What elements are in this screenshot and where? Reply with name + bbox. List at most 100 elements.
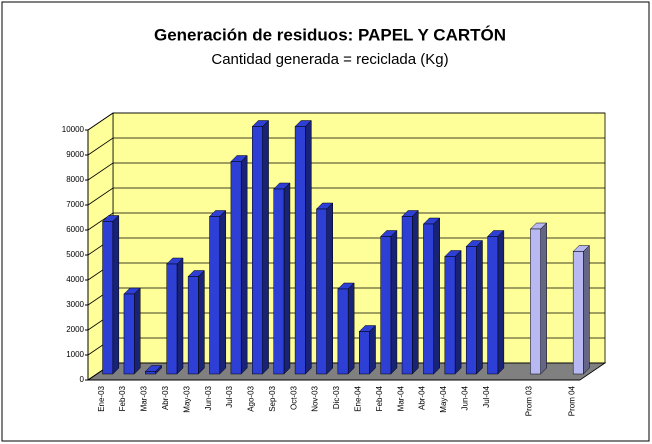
bar-front [123,293,135,375]
bar-side [476,239,483,375]
bar-side [240,154,248,375]
bar-front [401,216,413,375]
y-tick-label: 7000 [66,200,84,209]
x-tick-label: Nov-03 [311,385,320,411]
chart-subtitle: Cantidad generada = reciclada (Kg) [211,51,448,68]
bar [123,287,141,375]
bar [380,229,398,375]
x-tick-label: Feb-04 [375,385,384,411]
bar-front [273,188,285,375]
bar-side [433,217,440,375]
bar [166,257,184,375]
bar-side [390,229,398,375]
bar-front [145,371,156,375]
bar [401,209,419,375]
bar-front [230,161,242,375]
bar [444,249,462,375]
y-tick-label: 9000 [66,150,84,159]
bar [337,282,355,375]
bar [422,217,441,375]
bar-front [572,251,584,375]
bar-side [497,229,505,375]
bar-side [305,119,312,375]
bar-front [294,126,306,375]
x-tick-label: Ene-04 [354,385,363,411]
x-tick-label: Ene-03 [97,385,106,411]
x-tick-label: May-03 [182,385,191,412]
x-tick-label: Prom 04 [567,385,576,416]
grid-line [87,187,605,206]
y-tick-label: 8000 [66,175,84,184]
bar [529,222,548,375]
y-tick-label: 5000 [66,250,84,259]
bar [230,154,248,375]
bar [208,209,227,375]
y-tick-label: 4000 [66,275,84,284]
x-tick-label: Abr-04 [418,385,427,410]
x-tick-label: Feb-03 [118,385,127,411]
bar-front [209,216,221,375]
x-tick-label: Jun-03 [204,385,213,410]
y-tick-label: 2000 [66,325,84,334]
y-tick-label: 6000 [66,225,84,234]
grid-line [87,137,605,156]
bar-front [316,208,327,375]
bar-front [102,221,114,375]
bar [572,244,591,375]
bar-side [176,257,184,375]
x-tick-label: Abr-03 [161,385,170,410]
x-tick-label: Jul-03 [225,385,234,407]
bar [187,269,205,375]
y-tick-label: 10000 [62,125,85,134]
x-tick-label: Sep-03 [268,385,277,411]
bar [315,202,334,375]
x-tick-label: Mar-03 [140,385,149,411]
bar-front [465,246,477,375]
bar [144,364,163,375]
bar-front [444,256,456,375]
bar [101,214,120,375]
grid-line [87,162,605,181]
bar [358,324,377,375]
bar-side [347,282,355,375]
bar-side [133,287,141,375]
plot-area: 0 1000 2000 3000 4000 5000 6000 7000 8000 9000 100… [62,112,607,416]
bar-front [166,263,178,375]
bar-side [454,249,462,375]
y-tick-label: 3000 [66,300,84,309]
x-tick-label: Oct-03 [289,385,298,410]
bar [465,239,484,375]
bar-front [337,288,349,375]
x-tick-label: Jul-04 [482,385,491,407]
bar-side [112,214,120,375]
grid-line [87,212,605,231]
x-tick-label: Ago-03 [247,385,256,411]
bar-front [187,276,199,375]
x-tick-label: Jun-04 [460,385,469,410]
x-tick-label: Mar-04 [396,385,405,411]
bar-side [412,209,419,375]
bar [487,229,505,375]
x-tick-label: Dic-03 [332,385,341,409]
y-tick-label: 0 [80,375,85,384]
bar-front [530,228,541,375]
bar-side [262,119,269,375]
grid-line [87,112,605,131]
bar-side [583,244,590,375]
bar-side [369,324,376,375]
x-tick-label: May-04 [439,385,448,412]
bar-front [487,236,499,375]
bar-side [219,209,227,375]
bar [251,119,270,375]
chart-title: Generación de residuos: PAPEL Y CARTÓN [154,25,506,44]
x-tick-label: Prom 03 [525,385,534,416]
y-tick-label: 1000 [66,350,84,359]
bar-front [380,236,392,375]
bar-front [423,223,434,375]
bar-front [252,126,263,375]
bar [294,119,312,375]
bar-front [359,331,370,375]
bar-side [540,222,547,375]
bar-side [326,202,333,375]
